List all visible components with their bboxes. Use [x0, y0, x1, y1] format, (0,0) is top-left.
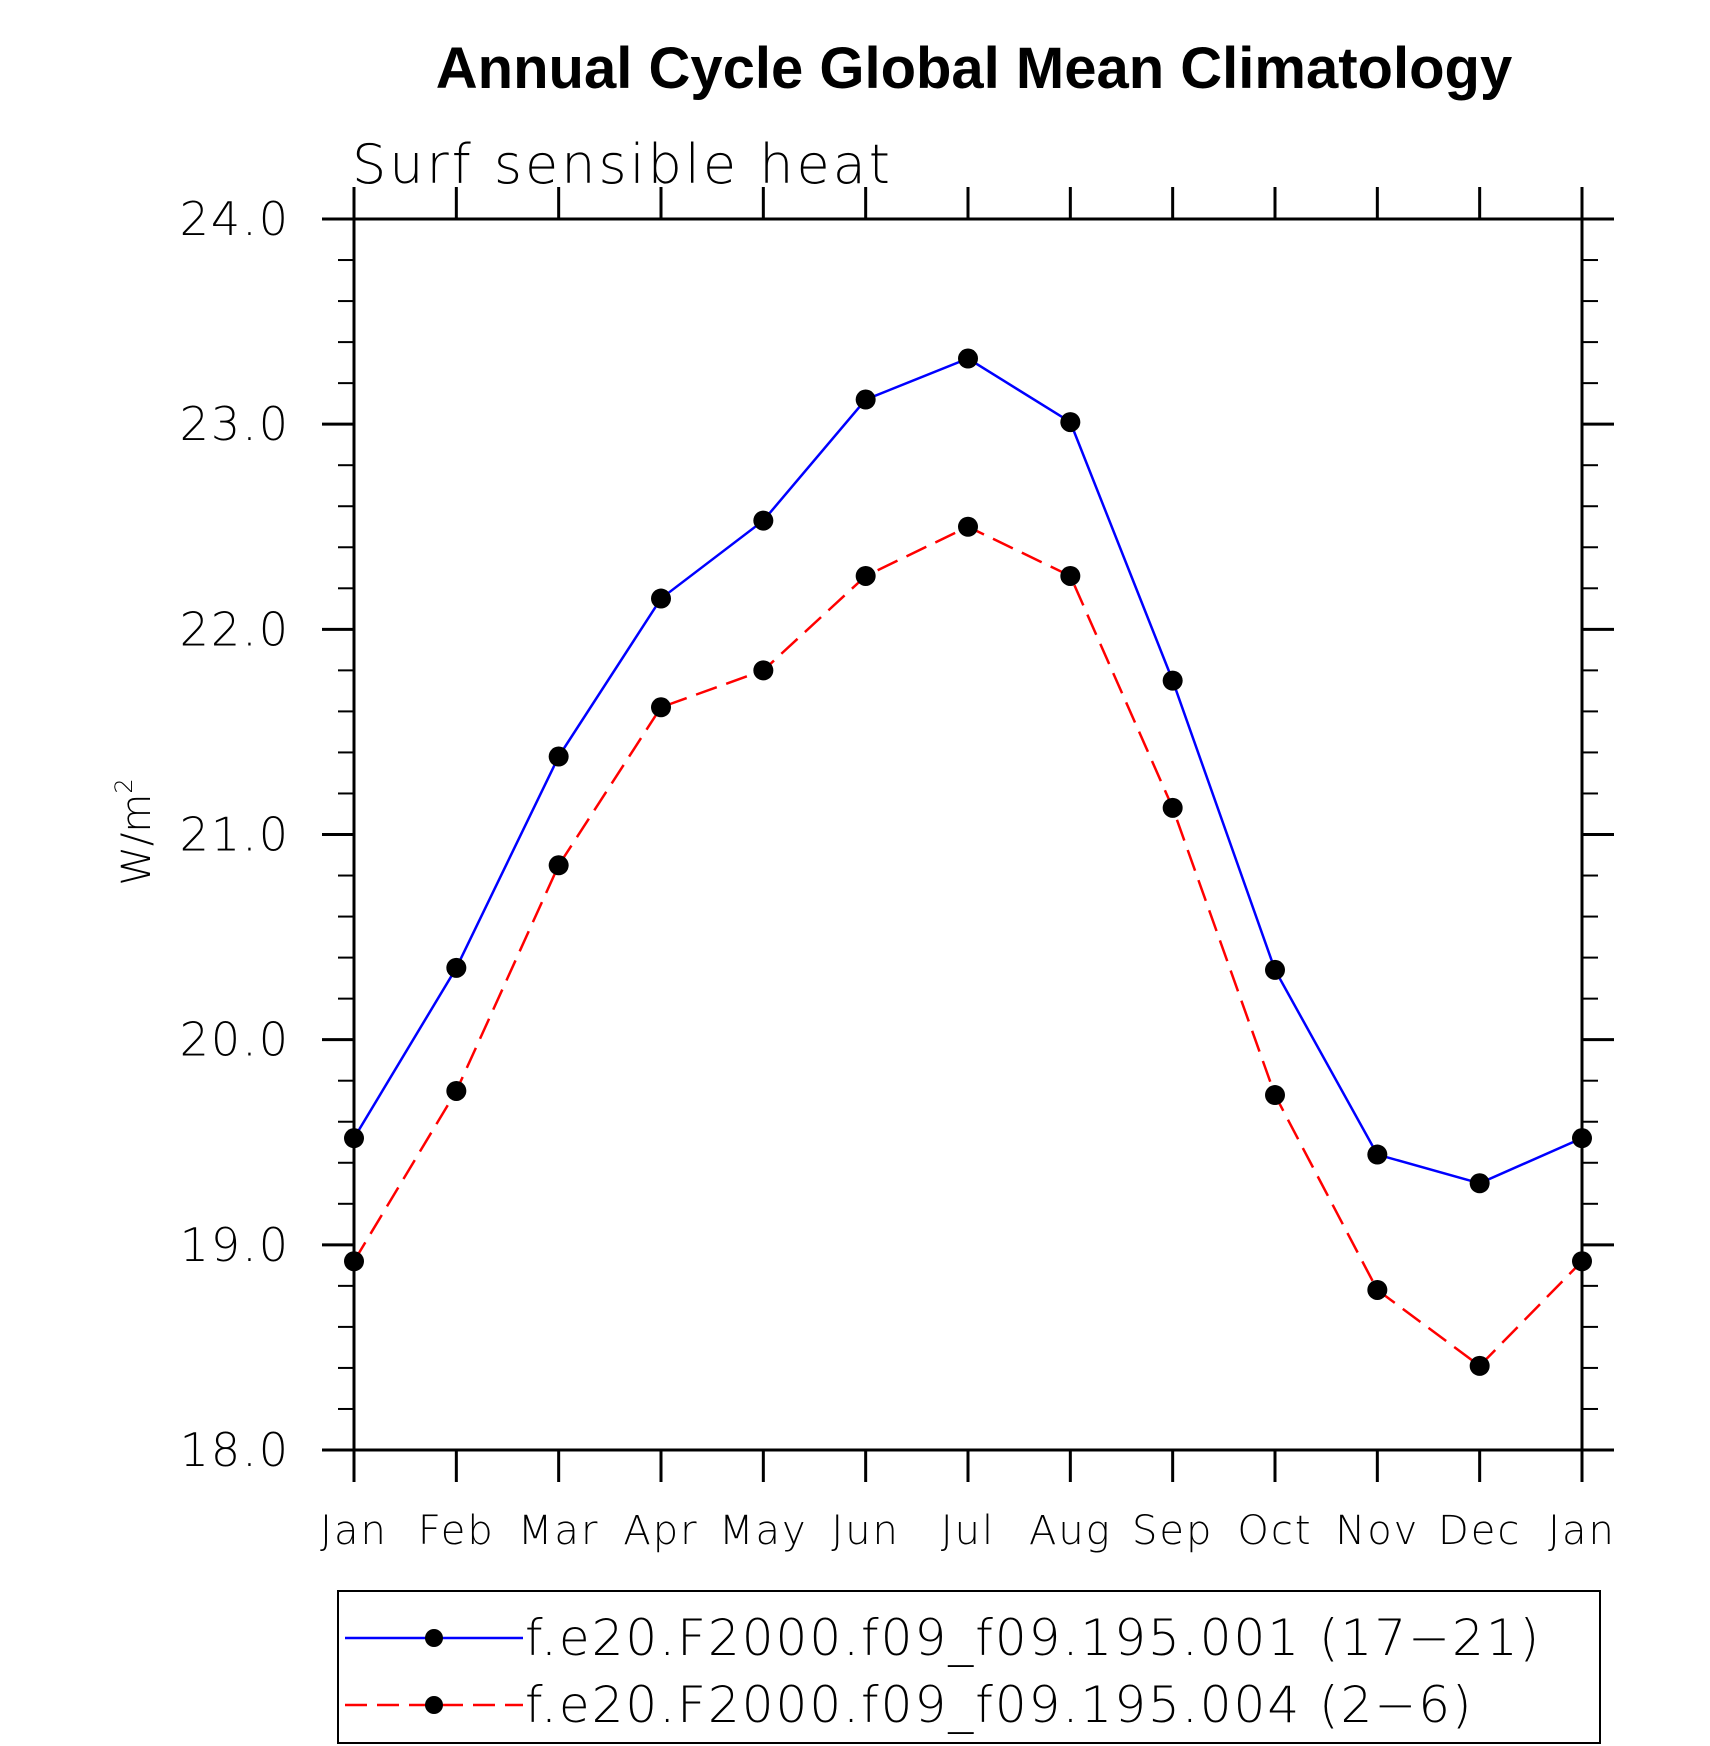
series-2-point	[1572, 1251, 1592, 1272]
series-2-point	[548, 855, 569, 876]
y-tick-label: 18.0	[180, 1423, 290, 1477]
series-1-point	[1572, 1128, 1592, 1149]
y-tick-label: 19.0	[180, 1218, 290, 1272]
x-tick-label: Dec	[1438, 1508, 1521, 1554]
x-tick-label: Jul	[941, 1508, 995, 1554]
series-2-point	[1265, 1085, 1285, 1106]
y-tick-label: 22.0	[180, 602, 290, 656]
x-tick-label: Aug	[1029, 1508, 1112, 1554]
legend-box	[337, 1590, 1601, 1744]
y-axis-title-text: W/m	[114, 794, 160, 886]
y-axis-title-superscript: 2	[110, 778, 138, 793]
series-1-line	[352, 357, 1583, 1185]
x-tick-label: Nov	[1335, 1508, 1419, 1554]
series-2-point	[1060, 565, 1081, 586]
legend-swatch-marker	[425, 1629, 443, 1647]
x-tick-label: Sep	[1132, 1508, 1213, 1554]
x-tick-label: Apr	[623, 1508, 698, 1554]
series-2-point	[753, 660, 774, 681]
y-tick-label: 24.0	[180, 192, 290, 246]
y-tick-label: 23.0	[180, 397, 290, 451]
series-2-point	[855, 565, 876, 586]
series-layer	[344, 348, 1592, 1376]
y-tick-label: 21.0	[180, 808, 290, 862]
series-2-point	[1469, 1355, 1490, 1376]
series-1-point	[958, 348, 978, 369]
y-axis-title: W/m2	[110, 778, 160, 885]
series-2-point	[446, 1080, 467, 1101]
x-tick-label: Oct	[1237, 1508, 1312, 1554]
axes: Jan Feb Mar Apr May Jun Jul Aug Sep Oct Nov Dec Jan 1…	[180, 187, 1616, 1554]
series-1-point	[344, 1128, 364, 1149]
x-tick-label: Feb	[418, 1508, 495, 1554]
series-2-point	[1367, 1279, 1388, 1300]
chart-title: Annual Cycle Global Mean Climatology	[436, 36, 1512, 101]
y-tick-label: 20.0	[180, 1013, 290, 1067]
x-tick-label: Jan	[1548, 1508, 1616, 1554]
series-1-point	[1469, 1173, 1490, 1194]
series-2-point	[651, 697, 671, 718]
series-2-line	[352, 525, 1583, 1368]
series-1-point	[753, 510, 774, 531]
series-1-point	[1367, 1144, 1388, 1165]
series-2-point	[344, 1251, 364, 1272]
x-tick-label: Jun	[831, 1508, 900, 1554]
legend-label: f.e20.F2000.f09_f09.195.004 (2−6)	[525, 1676, 1474, 1734]
x-tick-label: Jan	[320, 1508, 388, 1554]
legend-label: f.e20.F2000.f09_f09.195.001 (17−21)	[525, 1609, 1541, 1667]
series-1-point	[855, 389, 876, 410]
series-1-point	[548, 746, 569, 767]
series-2-point	[1162, 797, 1183, 818]
series-2-point	[958, 516, 978, 537]
legend-swatch-marker	[425, 1696, 443, 1714]
series-1-point	[446, 957, 467, 978]
svg-text:W/m2: W/m2	[110, 778, 160, 885]
x-tick-label: Mar	[518, 1508, 599, 1554]
x-tick-label: May	[719, 1508, 808, 1554]
plot-frame	[352, 217, 1584, 1452]
series-1-point	[1162, 670, 1183, 691]
legend: f.e20.F2000.f09_f09.195.001 (17−21) f.e20…	[337, 1590, 1601, 1744]
chart-subtitle: Surf sensible heat	[352, 133, 893, 196]
series-1-point	[1060, 412, 1081, 433]
series-1-point	[651, 588, 671, 609]
series-1-point	[1265, 959, 1285, 980]
legend-items: f.e20.F2000.f09_f09.195.001 (17−21) f.e20…	[345, 1609, 1541, 1734]
